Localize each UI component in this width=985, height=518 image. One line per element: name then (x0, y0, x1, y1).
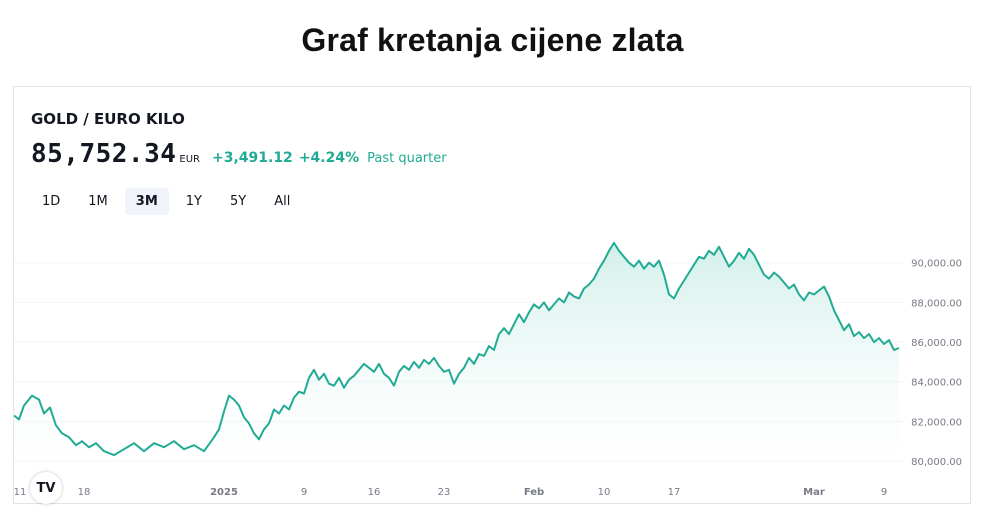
x-tick-label: 9 (301, 487, 307, 498)
price-row: 85,752.34 EUR +3,491.12 +4.24% Past quar… (31, 139, 447, 169)
x-tick-label: 2025 (210, 487, 238, 498)
y-tick-label: 84,000.00 (911, 378, 962, 389)
x-tick-label: Feb (524, 487, 544, 498)
range-tab-1y[interactable]: 1Y (185, 194, 202, 209)
price-chart[interactable]: 80,000.00 82,000.00 84,000.00 86,000.00 88,0… (14, 87, 970, 503)
tradingview-logo-icon[interactable]: TV (30, 472, 62, 504)
x-tick-label: Mar (803, 487, 825, 498)
symbol-label: GOLD / EURO KILO (31, 110, 185, 128)
range-tab-1m[interactable]: 1M (88, 194, 108, 209)
range-tabs: 1D 1M 3M 1Y 5Y All (31, 188, 301, 215)
x-tick-label: 17 (668, 487, 681, 498)
x-tick-label: 11 (14, 487, 26, 498)
x-tick-label: 16 (368, 487, 381, 498)
y-tick-label: 80,000.00 (911, 457, 962, 468)
x-tick-label: 23 (438, 487, 451, 498)
y-tick-label: 86,000.00 (911, 338, 962, 349)
price-change: +3,491.12 (211, 150, 293, 166)
range-tab-all[interactable]: All (274, 194, 291, 209)
price-area (14, 242, 899, 471)
x-tick-label: 10 (598, 487, 611, 498)
y-tick-label: 90,000.00 (911, 259, 962, 270)
y-tick-label: 88,000.00 (911, 298, 962, 309)
range-tab-3m[interactable]: 3M (124, 188, 169, 215)
x-tick-label: 9 (881, 487, 887, 498)
range-tab-1d[interactable]: 1D (42, 194, 61, 209)
y-tick-label: 82,000.00 (911, 417, 962, 428)
x-tick-label: 18 (78, 487, 91, 498)
change-period: Past quarter (367, 151, 447, 166)
price-change-percent: +4.24% (298, 150, 360, 166)
gold-price-widget: GOLD / EURO KILO 85,752.34 EUR +3,491.12… (13, 86, 971, 504)
currency-label: EUR (179, 154, 200, 165)
range-tab-5y[interactable]: 5Y (229, 194, 247, 209)
page-title: Graf kretanja cijene zlata (301, 22, 684, 58)
current-price: 85,752.34 (31, 139, 177, 169)
price-line (14, 241, 900, 457)
